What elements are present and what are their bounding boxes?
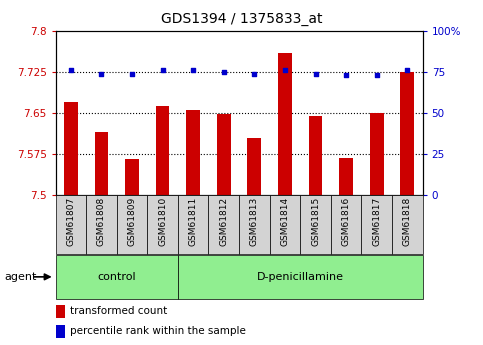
- Bar: [339, 158, 353, 195]
- Point: [281, 68, 289, 73]
- Bar: [309, 116, 323, 195]
- Text: transformed count: transformed count: [70, 306, 167, 316]
- Text: GSM61808: GSM61808: [97, 197, 106, 246]
- Point: [67, 68, 75, 73]
- Point: [159, 68, 167, 73]
- Bar: [400, 72, 414, 195]
- Text: control: control: [98, 272, 136, 282]
- Text: GSM61812: GSM61812: [219, 197, 228, 246]
- Bar: [186, 110, 200, 195]
- Point: [251, 71, 258, 77]
- Point: [98, 71, 105, 77]
- Point: [342, 72, 350, 78]
- FancyBboxPatch shape: [209, 195, 239, 254]
- FancyBboxPatch shape: [361, 195, 392, 254]
- FancyBboxPatch shape: [239, 195, 270, 254]
- Bar: [217, 114, 231, 195]
- Bar: [278, 53, 292, 195]
- Text: GSM61815: GSM61815: [311, 197, 320, 246]
- Bar: [156, 106, 170, 195]
- FancyBboxPatch shape: [56, 195, 86, 254]
- FancyBboxPatch shape: [86, 195, 117, 254]
- Bar: [56, 305, 65, 318]
- FancyBboxPatch shape: [117, 195, 147, 254]
- Bar: [125, 159, 139, 195]
- Point: [220, 69, 227, 75]
- Text: D-penicillamine: D-penicillamine: [257, 272, 344, 282]
- Text: GSM61816: GSM61816: [341, 197, 351, 246]
- FancyBboxPatch shape: [178, 195, 209, 254]
- Text: GSM61813: GSM61813: [250, 197, 259, 246]
- Point: [189, 68, 197, 73]
- Text: GSM61809: GSM61809: [128, 197, 137, 246]
- FancyBboxPatch shape: [56, 255, 178, 299]
- Bar: [247, 138, 261, 195]
- Text: GSM61817: GSM61817: [372, 197, 381, 246]
- Text: GDS1394 / 1375833_at: GDS1394 / 1375833_at: [161, 12, 322, 26]
- FancyBboxPatch shape: [147, 195, 178, 254]
- Bar: [64, 102, 78, 195]
- Text: GSM61807: GSM61807: [66, 197, 75, 246]
- Text: GSM61814: GSM61814: [281, 197, 289, 246]
- Bar: [95, 132, 108, 195]
- FancyBboxPatch shape: [270, 195, 300, 254]
- Point: [312, 71, 319, 77]
- Text: GSM61811: GSM61811: [189, 197, 198, 246]
- Text: GSM61818: GSM61818: [403, 197, 412, 246]
- Point: [128, 71, 136, 77]
- FancyBboxPatch shape: [178, 255, 423, 299]
- Text: GSM61810: GSM61810: [158, 197, 167, 246]
- Bar: [370, 113, 384, 195]
- Text: percentile rank within the sample: percentile rank within the sample: [70, 326, 246, 336]
- Text: agent: agent: [5, 272, 37, 282]
- Bar: [56, 325, 65, 337]
- FancyBboxPatch shape: [300, 195, 331, 254]
- FancyBboxPatch shape: [392, 195, 423, 254]
- Point: [373, 72, 381, 78]
- FancyBboxPatch shape: [331, 195, 361, 254]
- Point: [403, 68, 411, 73]
